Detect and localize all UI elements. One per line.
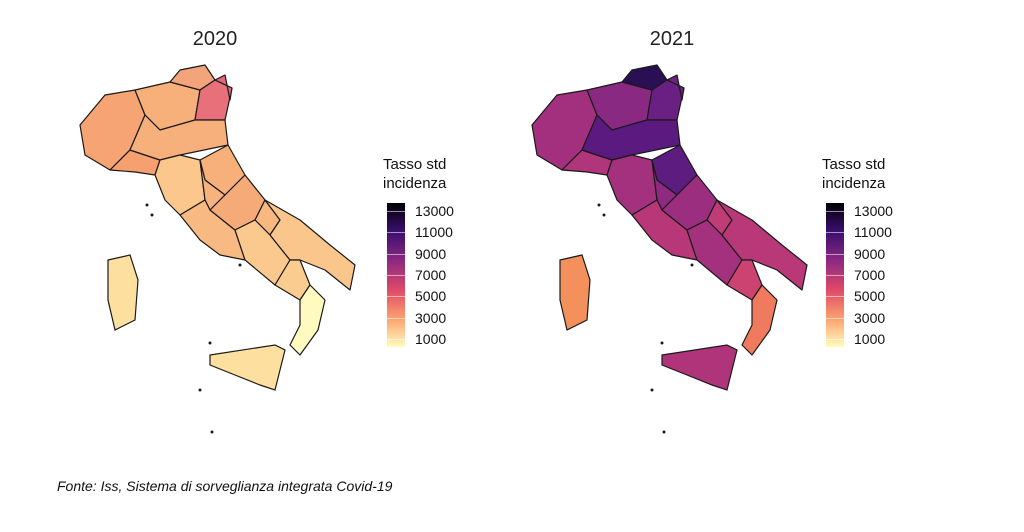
legend-tickmark-2020 (387, 296, 405, 298)
legend-title-line2-2021: incidenza (822, 175, 886, 192)
legend-tick-label-2021: 9000 (854, 245, 886, 262)
map-panel-2020: 2020 (0, 0, 512, 460)
legend-tickmark-2020 (387, 317, 405, 319)
legend-tickmark-2021 (826, 296, 844, 298)
legend-tickmark-2021 (826, 232, 844, 234)
legend-tick-label-2021: 7000 (854, 267, 886, 283)
region-basilicata-2021 (726, 259, 763, 301)
island-dot-2020 (145, 203, 149, 207)
legend-tick-label-2021: 5000 (854, 288, 886, 305)
map-title-2020: 2020 (192, 28, 238, 50)
region-sicilia-2021 (661, 344, 738, 391)
region-trentino-2020 (169, 64, 216, 91)
region-veneto-2020 (194, 79, 233, 121)
legend-tick-label-2020: 1000 (415, 331, 447, 347)
legend-tickmark-2021 (826, 339, 844, 340)
legend-tickmark-2021 (826, 275, 844, 276)
legend-tick-label-2021: 1000 (854, 331, 886, 347)
legend-title-line1-2021: Tasso std (822, 156, 886, 173)
legend-2020: Tasso std incidenza 13000 11000 9000 7000 50… (383, 155, 503, 355)
minor-islands-2021 (597, 203, 694, 434)
italy-map-2021 (531, 64, 808, 434)
legend-tickmark-2021 (826, 317, 844, 319)
island-dot-2020 (238, 263, 242, 267)
island-dot-2021 (602, 213, 606, 217)
legend-title-line1-2020: Tasso std (383, 156, 447, 173)
island-dot-2021 (662, 430, 666, 434)
legend-tickmark-2020 (387, 275, 405, 276)
legend-tickmark-2020 (387, 253, 405, 255)
region-trentino-2021 (621, 64, 668, 91)
legend-title-line2-2020: incidenza (383, 175, 447, 192)
legend-tickmark-2020 (387, 339, 405, 340)
map-panel-2021: 2021 (512, 0, 1024, 460)
legend-2021: Tasso std incidenza 13000 11000 9000 7000 50… (822, 155, 942, 355)
legend-tick-label-2020: 13000 (415, 203, 454, 219)
legend-body-2021: 13000 11000 9000 7000 5000 3000 1000 (822, 203, 942, 353)
legend-tickmark-2020 (387, 232, 405, 234)
legend-tick-label-2020: 11000 (415, 224, 453, 241)
legend-tick-label-2020: 9000 (415, 245, 447, 262)
region-sardegna-2020 (107, 254, 139, 331)
legend-tickmark-2021 (826, 253, 844, 255)
legend-tick-label-2020: 7000 (415, 267, 447, 283)
minor-islands-2020 (145, 203, 242, 434)
region-basilicata-2020 (274, 259, 311, 301)
italy-mainland-2020 (79, 64, 356, 356)
island-dot-2021 (660, 341, 664, 345)
legend-tick-label-2021: 11000 (854, 224, 892, 241)
italy-mainland-2021 (531, 64, 808, 356)
island-dot-2020 (210, 430, 214, 434)
region-calabria-2020 (289, 284, 326, 356)
legend-tick-label-2021: 13000 (854, 203, 893, 219)
legend-tickmark-2020 (387, 211, 405, 212)
map-title-2021: 2021 (649, 28, 695, 50)
region-veneto-2021 (646, 79, 685, 121)
legend-tick-label-2020: 3000 (415, 309, 447, 326)
region-calabria-2021 (741, 284, 778, 356)
region-puglia-2020 (264, 199, 356, 291)
island-dot-2021 (650, 388, 654, 392)
legend-tick-label-2020: 5000 (415, 288, 447, 305)
region-puglia-2021 (716, 199, 808, 291)
island-dot-2021 (690, 263, 694, 267)
region-sicilia-2020 (209, 344, 286, 391)
island-dot-2020 (150, 213, 154, 217)
source-caption: Fonte: Iss, Sistema di sorveglianza inte… (57, 478, 393, 494)
island-dot-2021 (597, 203, 601, 207)
legend-tickmark-2021 (826, 211, 844, 212)
legend-body-2020: 13000 11000 9000 7000 5000 3000 1000 (383, 203, 503, 353)
italy-map-2020 (79, 64, 356, 434)
legend-tick-label-2021: 3000 (854, 309, 886, 326)
region-friuli-2020 (214, 74, 233, 101)
region-sardegna-2021 (559, 254, 591, 331)
island-dot-2020 (208, 341, 212, 345)
island-dot-2020 (198, 388, 202, 392)
region-friuli-2021 (666, 74, 685, 101)
